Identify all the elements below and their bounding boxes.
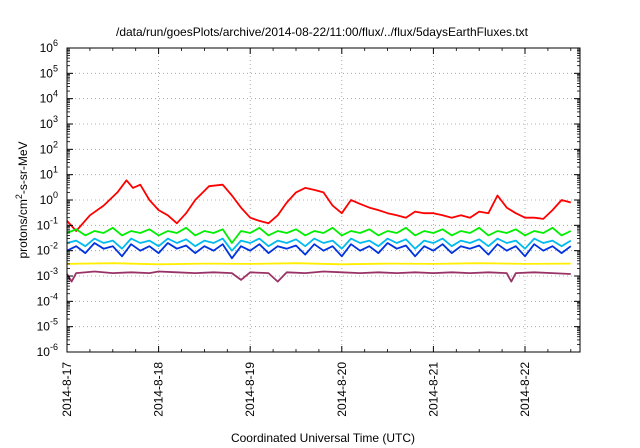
axis-ticks xyxy=(66,47,580,353)
x-tick-label: 2014-8-22 xyxy=(518,362,532,417)
y-tick-label: 101 xyxy=(40,165,58,182)
x-tick-labels: 2014-8-17 2014-8-18 2014-8-19 2014-8-20 2014… xyxy=(60,362,532,417)
series-line-5 xyxy=(66,270,571,283)
x-tick-label: 2014-8-21 xyxy=(426,362,440,417)
series-line-2 xyxy=(66,237,572,252)
data-series xyxy=(66,179,572,283)
y-tick-label: 100 xyxy=(40,190,58,207)
x-axis-label: Coordinated Universal Time (UTC) xyxy=(231,431,415,445)
series-line-3 xyxy=(66,242,572,260)
series-line-1 xyxy=(66,226,572,244)
y-tick-label: 10-2 xyxy=(37,241,58,258)
y-tick-label: 103 xyxy=(40,114,58,131)
y-tick-label: 10-1 xyxy=(37,215,58,232)
x-tick-label: 2014-8-18 xyxy=(152,362,166,417)
y-tick-label: 104 xyxy=(40,89,58,106)
x-tick-label: 2014-8-17 xyxy=(60,362,74,417)
y-tick-label: 105 xyxy=(40,63,58,80)
series-line-0 xyxy=(66,179,572,232)
x-tick-label: 2014-8-20 xyxy=(335,362,349,417)
x-tick-label: 2014-8-19 xyxy=(243,362,257,417)
chart-title: /data/run/goesPlots/archive/2014-08-22/1… xyxy=(116,25,529,39)
y-tick-label: 10-5 xyxy=(37,317,58,334)
y-tick-label: 10-6 xyxy=(37,342,58,359)
y-tick-label: 10-4 xyxy=(37,291,58,308)
y-axis-label: protons/cm2-s-sr-MeV xyxy=(14,141,30,258)
y-tick-label: 10-3 xyxy=(37,266,58,283)
series-line-4 xyxy=(66,262,571,266)
y-tick-label: 106 xyxy=(40,38,58,55)
y-tick-labels: 10-6 10-5 10-4 10-3 10-2 10-1 100 101 102 103 104 1… xyxy=(37,38,58,359)
y-tick-label: 102 xyxy=(40,139,58,156)
